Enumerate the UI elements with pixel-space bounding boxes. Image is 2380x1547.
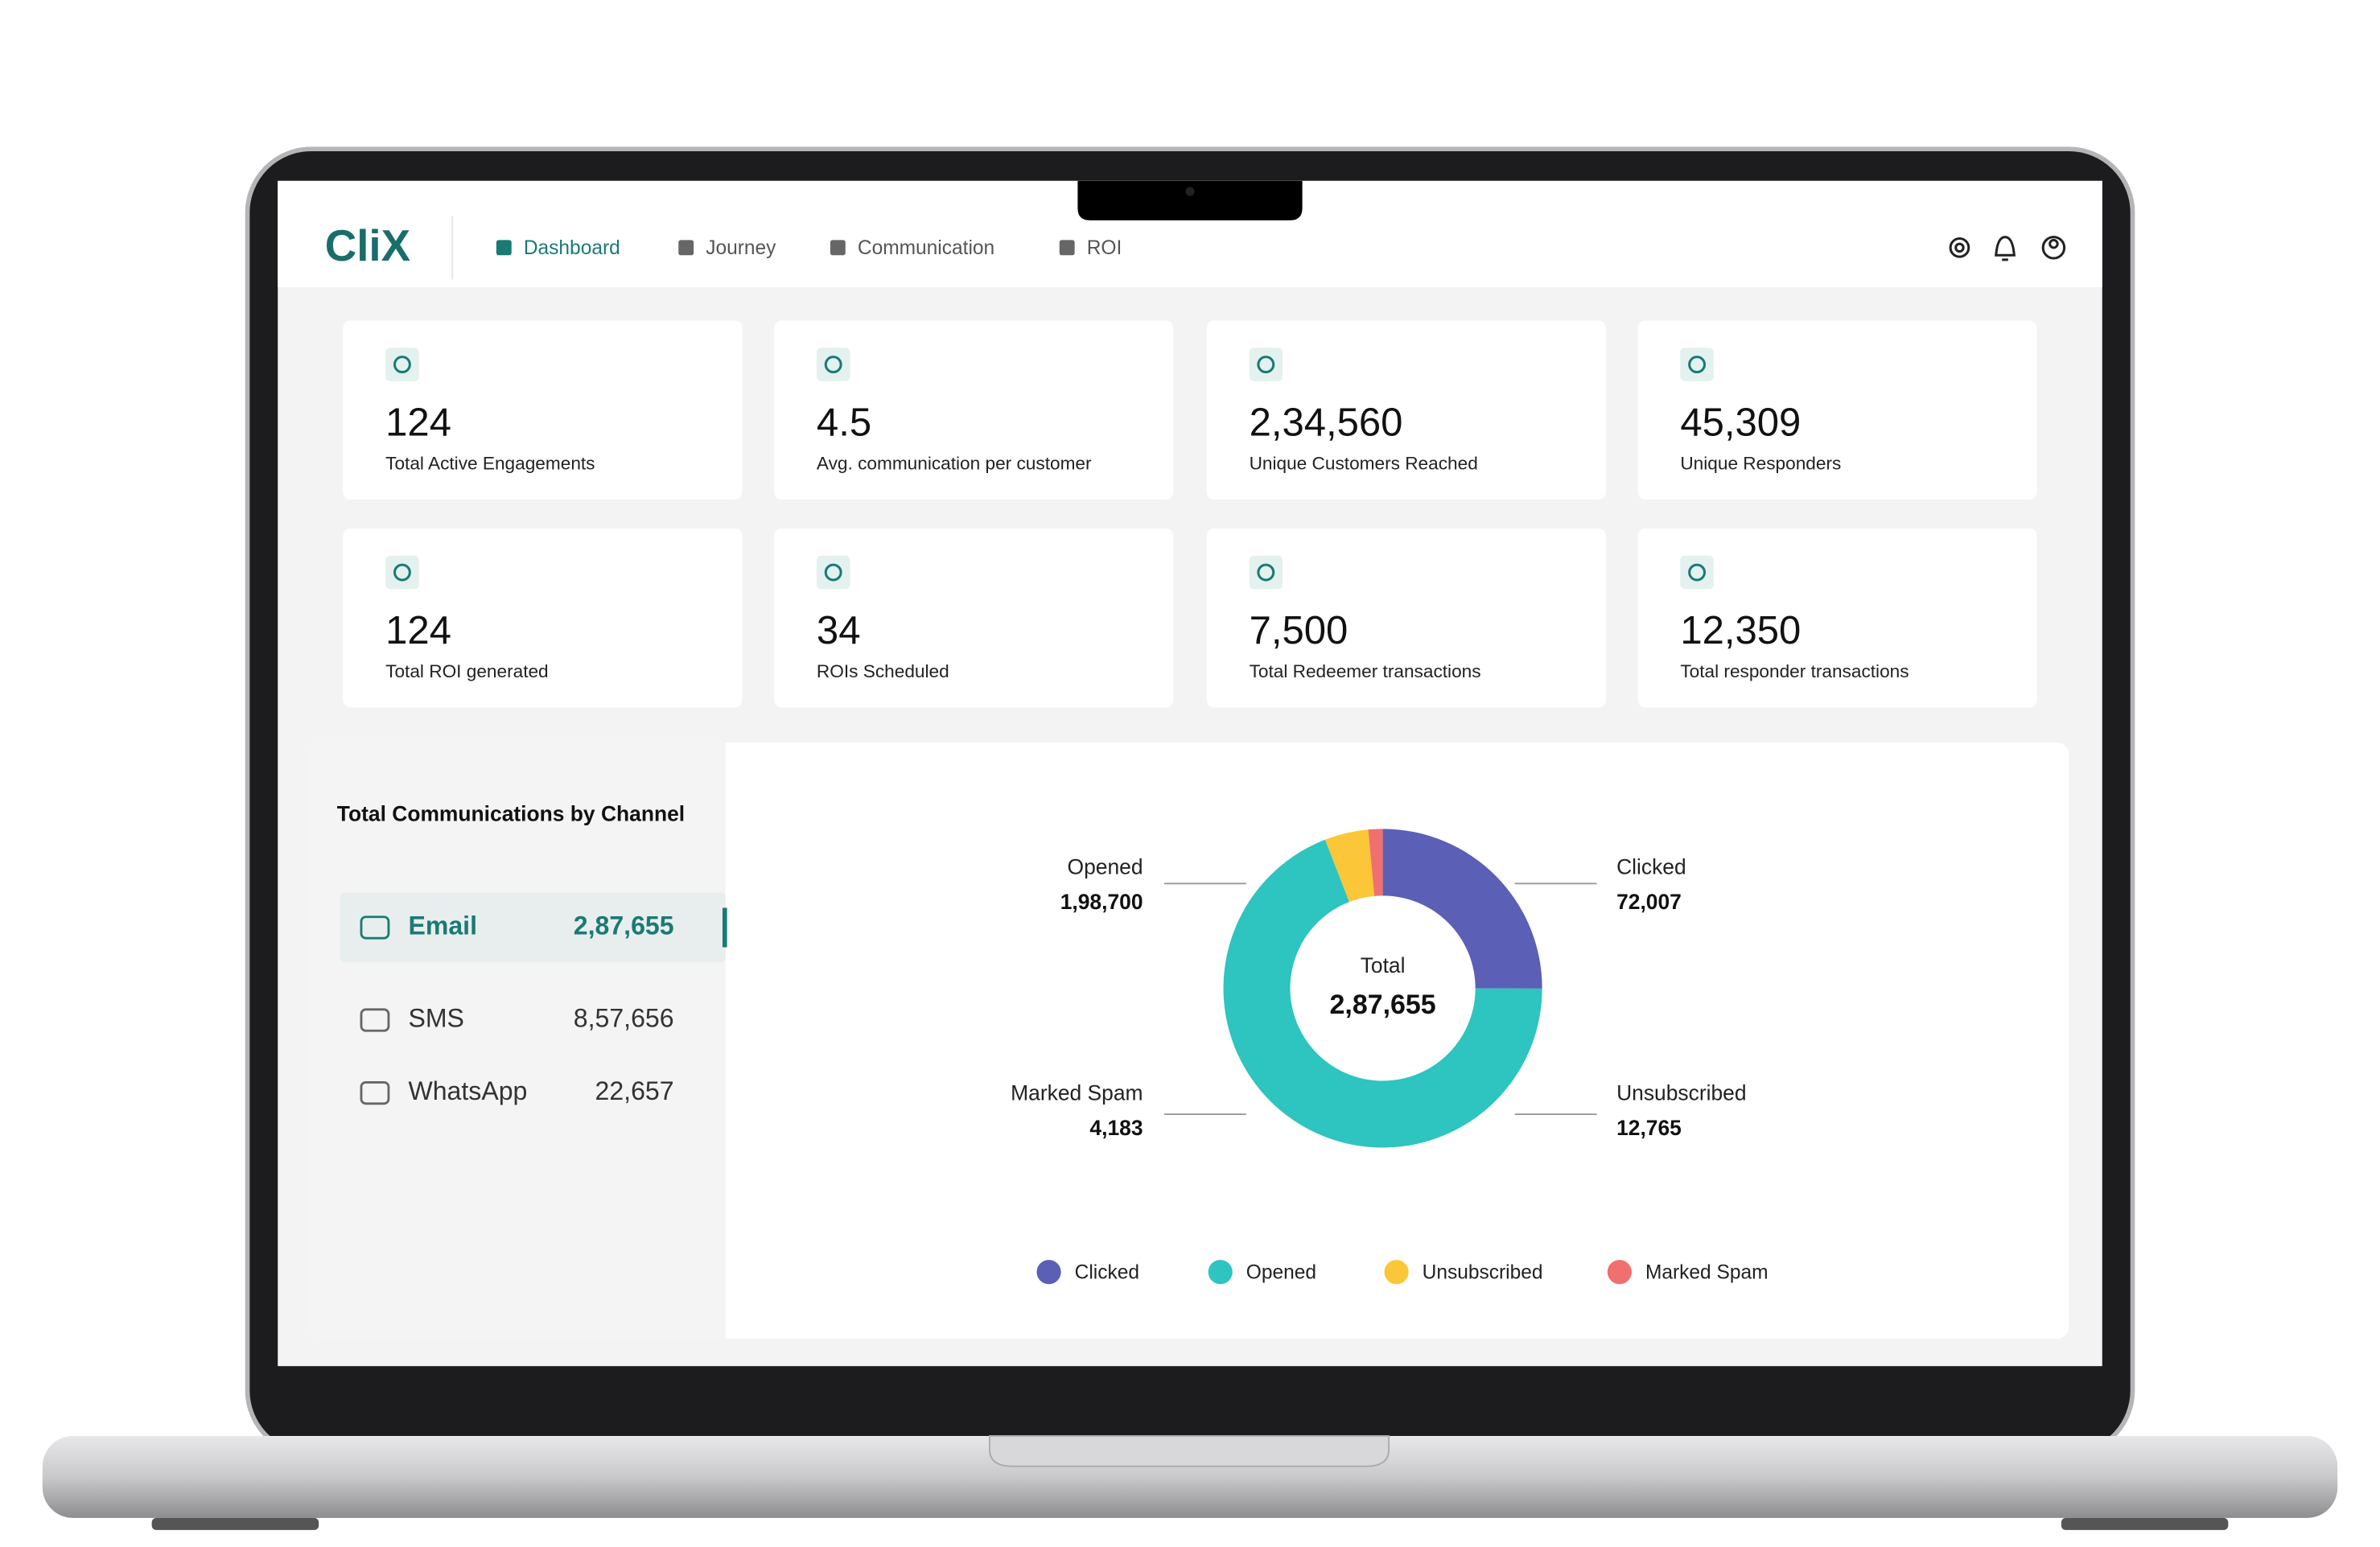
channel-icon <box>360 1008 390 1032</box>
channel-sidebar <box>309 742 726 1339</box>
legend-label: Clicked <box>1075 1262 1139 1284</box>
channel-icon <box>360 915 390 940</box>
legend-swatch <box>1384 1260 1409 1285</box>
donut-center-label: Total <box>1361 953 1406 977</box>
legend-swatch <box>1036 1260 1061 1285</box>
settings-icon-center <box>1954 242 1965 253</box>
stat-value: 12,350 <box>1680 609 1801 652</box>
base-notch <box>989 1435 1390 1467</box>
stat-card <box>1206 528 1606 708</box>
channel-name[interactable]: Email <box>408 911 477 940</box>
stat-card <box>774 528 1174 708</box>
camera-notch <box>1077 180 1303 220</box>
legend-swatch <box>1607 1260 1632 1285</box>
stat-value: 45,309 <box>1680 401 1801 445</box>
right-icons <box>1949 236 2066 261</box>
stat-value: 7,500 <box>1250 609 1349 652</box>
stat-icon <box>816 348 850 381</box>
legend-label: Unsubscribed <box>1423 1262 1543 1284</box>
stat-label: Total ROI generated <box>385 661 549 681</box>
stat-card <box>774 320 1174 500</box>
panel-title: Total Communications by Channel <box>337 801 685 825</box>
stat-label: Total responder transactions <box>1680 661 1909 681</box>
channel-name[interactable]: WhatsApp <box>408 1076 527 1105</box>
channel-indicator <box>722 907 727 948</box>
stat-icon-glyph <box>1688 356 1707 374</box>
settings-icon[interactable] <box>1949 237 1970 258</box>
stat-icon <box>1680 555 1714 590</box>
foot <box>2061 1517 2229 1530</box>
legend-label: Opened <box>1246 1262 1316 1284</box>
stat-label: Total Redeemer transactions <box>1250 661 1481 681</box>
callout-value: 4,183 <box>1089 1116 1143 1140</box>
logo: CliX <box>325 220 410 270</box>
callout-value: 1,98,700 <box>1060 890 1143 914</box>
channel-value: 22,657 <box>595 1076 674 1105</box>
stat-icon <box>385 348 419 381</box>
stat-card <box>1206 320 1606 500</box>
foot <box>151 1517 319 1530</box>
laptop-base <box>42 1435 2338 1518</box>
channel-value: 2,87,655 <box>574 911 674 940</box>
stat-icon-glyph <box>393 356 411 374</box>
stat-card <box>343 528 743 708</box>
callout-value: 72,007 <box>1616 890 1682 914</box>
donut-segment <box>1324 829 1375 903</box>
nav-item[interactable]: ROI <box>1087 237 1122 259</box>
callout-name: Marked Spam <box>1011 1080 1143 1105</box>
channel-value: 8,57,656 <box>574 1004 674 1033</box>
stat-label: Total Active Engagements <box>385 454 595 474</box>
callout-name: Unsubscribed <box>1616 1080 1746 1105</box>
donut-segment <box>1368 829 1383 896</box>
bell-icon[interactable] <box>1995 236 2016 261</box>
nav-item[interactable]: Journey <box>706 237 776 259</box>
callout-name: Clicked <box>1616 854 1686 878</box>
legend-swatch <box>1208 1260 1233 1285</box>
nav-item[interactable]: Dashboard <box>524 237 620 259</box>
stat-label: Unique Responders <box>1680 454 1841 474</box>
stat-icon-glyph <box>824 356 842 374</box>
stat-label: Unique Customers Reached <box>1250 454 1478 474</box>
channel-icon <box>360 1080 390 1105</box>
callout-value: 12,765 <box>1616 1116 1682 1140</box>
nav-icon <box>678 240 694 256</box>
camera <box>1185 187 1195 196</box>
stat-card <box>343 320 743 500</box>
donut-segment <box>1223 839 1542 1148</box>
stat-icon-glyph <box>1688 563 1707 582</box>
profile-icon-head <box>2049 238 2059 249</box>
stat-value: 124 <box>385 401 451 445</box>
stat-icon <box>1249 555 1283 590</box>
channel-panel <box>309 742 2069 1339</box>
stat-icon-glyph <box>824 563 842 582</box>
nav-item[interactable]: Communication <box>858 237 994 259</box>
stat-value: 4.5 <box>817 401 871 445</box>
nav-icon <box>496 240 512 256</box>
donut-segment <box>1382 829 1542 989</box>
stat-value: 124 <box>385 609 451 652</box>
nav-icon <box>830 240 846 256</box>
stat-card <box>1637 528 2037 708</box>
channel-name[interactable]: SMS <box>408 1004 463 1033</box>
stat-card <box>1637 320 2037 500</box>
callout-name: Opened <box>1068 854 1143 878</box>
profile-icon[interactable] <box>2041 236 2066 260</box>
nav-icon <box>1059 240 1075 256</box>
stat-value: 2,34,560 <box>1250 401 1403 445</box>
stat-icon <box>816 555 850 590</box>
stat-label: ROIs Scheduled <box>817 661 949 681</box>
donut-center-value: 2,87,655 <box>1330 990 1436 1020</box>
stat-icon-glyph <box>1257 356 1275 374</box>
stat-icon-glyph <box>1257 563 1275 582</box>
stat-icon <box>1249 348 1283 381</box>
stat-label: Avg. communication per customer <box>817 454 1092 474</box>
stat-icon-glyph <box>393 563 411 582</box>
stat-icon <box>385 555 419 590</box>
channel-highlight <box>340 892 726 963</box>
stat-icon <box>1680 348 1714 381</box>
stat-value: 34 <box>817 609 861 652</box>
legend-label: Marked Spam <box>1645 1262 1769 1284</box>
